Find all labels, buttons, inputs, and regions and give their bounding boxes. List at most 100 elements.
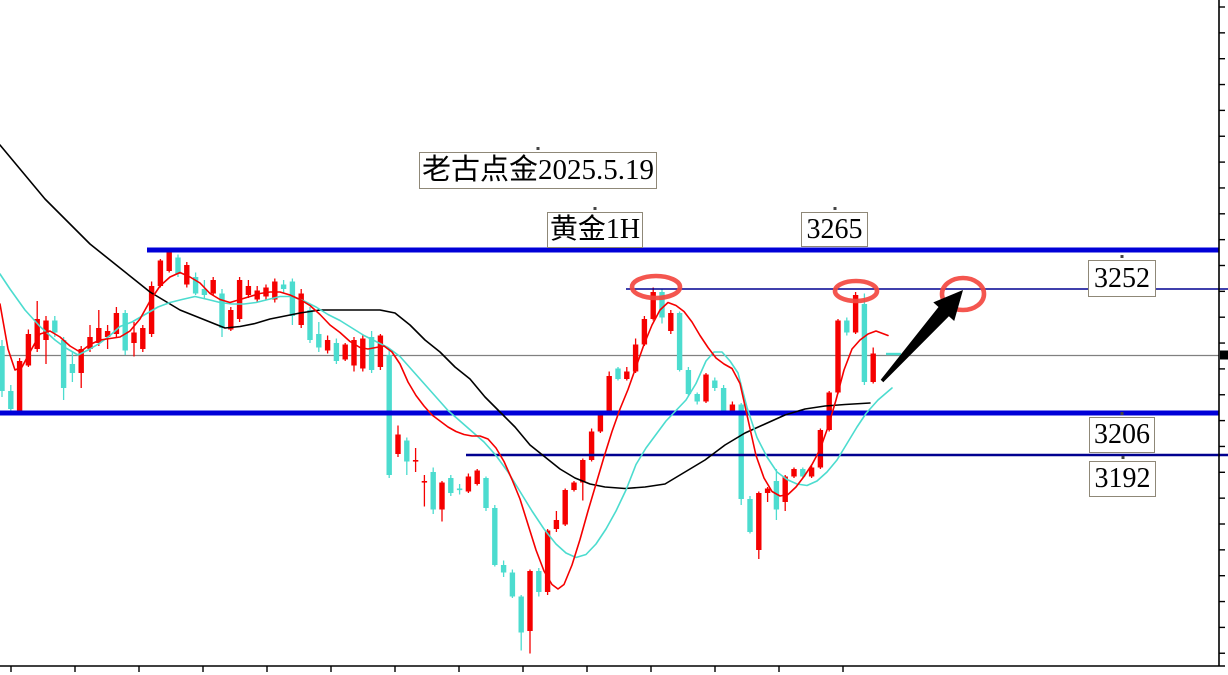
candle-body-bear	[333, 343, 340, 361]
candle-body-bear	[404, 440, 410, 462]
candle-body-bear	[289, 281, 296, 316]
candle-body-bull	[351, 340, 357, 366]
candle-body-bull	[562, 490, 568, 525]
candle-body-bear	[175, 257, 181, 274]
candle-body-bull	[439, 482, 445, 510]
candle-body-bear	[60, 340, 67, 388]
highlight-peak-1-ellipse[interactable]	[629, 273, 683, 301]
anchor-handle	[536, 147, 540, 150]
candle-body-bear	[0, 346, 5, 391]
candle-body-bull	[544, 530, 551, 592]
candle-body-bull	[104, 331, 111, 337]
candle-body-bull	[835, 320, 841, 393]
candle-body-bull	[395, 434, 401, 454]
anchor-handle	[1121, 456, 1124, 459]
candle-body-bull	[166, 251, 172, 271]
price-tag-3265[interactable]: 3265	[801, 207, 868, 247]
candle-body-bear	[430, 472, 436, 510]
candle-body-bear	[720, 388, 727, 411]
candle-body-bear	[192, 277, 199, 294]
price-tag-text: 3252	[1094, 262, 1150, 294]
candle-body-bull	[597, 412, 604, 432]
candle-body-bear	[456, 488, 463, 491]
candle-body-bull	[43, 320, 49, 340]
candle-body-bear	[69, 364, 76, 373]
anchor-handle	[1120, 412, 1124, 415]
symbol-timeframe-label[interactable]: 黄金1H	[547, 207, 643, 248]
candle-body-bear	[536, 571, 542, 592]
candle-body-bull	[650, 292, 656, 319]
candle-body-bull	[34, 319, 40, 349]
candle-body-bear	[518, 596, 524, 633]
candle-body-bear	[368, 337, 375, 370]
up-arrow[interactable]	[880, 290, 963, 383]
candle-body-bull	[756, 493, 762, 550]
candle-body-bull	[78, 349, 84, 373]
price-tag-text: 3265	[806, 213, 863, 245]
ma-mid-cyan	[0, 273, 893, 559]
candle-body-bull	[131, 332, 137, 343]
candle-body-bull	[377, 335, 384, 367]
watermark-text: 老古点金2025.5.19	[421, 154, 654, 186]
candle-body-bull	[764, 488, 771, 493]
price-tag-3206[interactable]: 3206	[1089, 412, 1155, 453]
candle-body-bear	[509, 572, 516, 597]
candle-body-bear	[448, 478, 454, 493]
candle-body-bear	[738, 404, 744, 499]
candle-body-bull	[474, 470, 480, 484]
candle-body-bear	[861, 304, 868, 382]
candle-body-bear	[676, 313, 683, 370]
candle-body-bull	[553, 520, 560, 529]
candle-body-bear	[8, 391, 14, 409]
ma-fast-red	[0, 271, 889, 590]
candle-body-bear	[685, 370, 692, 394]
candle-body-bear	[316, 334, 322, 348]
candle-body-bull	[87, 337, 93, 349]
candle-body-bull	[632, 344, 639, 372]
candle-body-bull	[412, 460, 419, 462]
symbol-text: 黄金1H	[549, 214, 641, 245]
candle-body-bull	[791, 469, 797, 477]
candle-body-bear	[492, 508, 498, 565]
candle-body-bull	[624, 371, 630, 379]
candle-body-bull	[703, 374, 709, 402]
candle-body-bear	[844, 320, 850, 333]
candle-body-bear	[659, 292, 665, 318]
candle-body-bull	[157, 260, 164, 286]
candle-body-bear	[712, 380, 718, 388]
candle-body-bull	[272, 281, 278, 300]
candle-body-bull	[228, 310, 234, 330]
anchor-handle	[833, 207, 836, 210]
candle-body-bear	[201, 289, 208, 295]
price-tag-3192[interactable]: 3192	[1089, 456, 1156, 497]
price-tag-3252[interactable]: 3252	[1088, 255, 1156, 297]
candle-body-bull	[113, 313, 120, 334]
candle-body-bear	[280, 284, 287, 289]
candle-body-bear	[483, 478, 489, 508]
candle-body-bull	[782, 476, 788, 502]
watermark-label[interactable]: 老古点金2025.5.19	[419, 147, 657, 189]
candle-body-bull	[245, 286, 252, 295]
candle-body-bear	[800, 469, 806, 477]
candle-body-bear	[694, 394, 700, 402]
candle-body-bull	[729, 404, 736, 411]
candle-body-bull	[641, 319, 648, 345]
candle-body-bear	[122, 313, 128, 351]
candle-body-bull	[324, 340, 331, 351]
candle-body-bull	[571, 482, 577, 490]
candle-body-bull	[808, 467, 815, 477]
candle-body-bull	[140, 328, 146, 349]
candle-body-bull	[96, 328, 102, 343]
candle-body-bull	[298, 293, 304, 325]
highlight-peak-2-ellipse[interactable]	[832, 278, 880, 304]
candle-body-bull	[870, 353, 876, 382]
candle-body-bear	[52, 320, 58, 333]
price-tag-text: 3192	[1094, 463, 1151, 494]
highlight-target-ellipse[interactable]	[939, 275, 987, 313]
candle-body-bull	[25, 334, 32, 366]
candle-body-bull	[16, 361, 23, 411]
candle-body-bull	[465, 476, 472, 492]
current-price-axis-marker	[1220, 350, 1228, 360]
